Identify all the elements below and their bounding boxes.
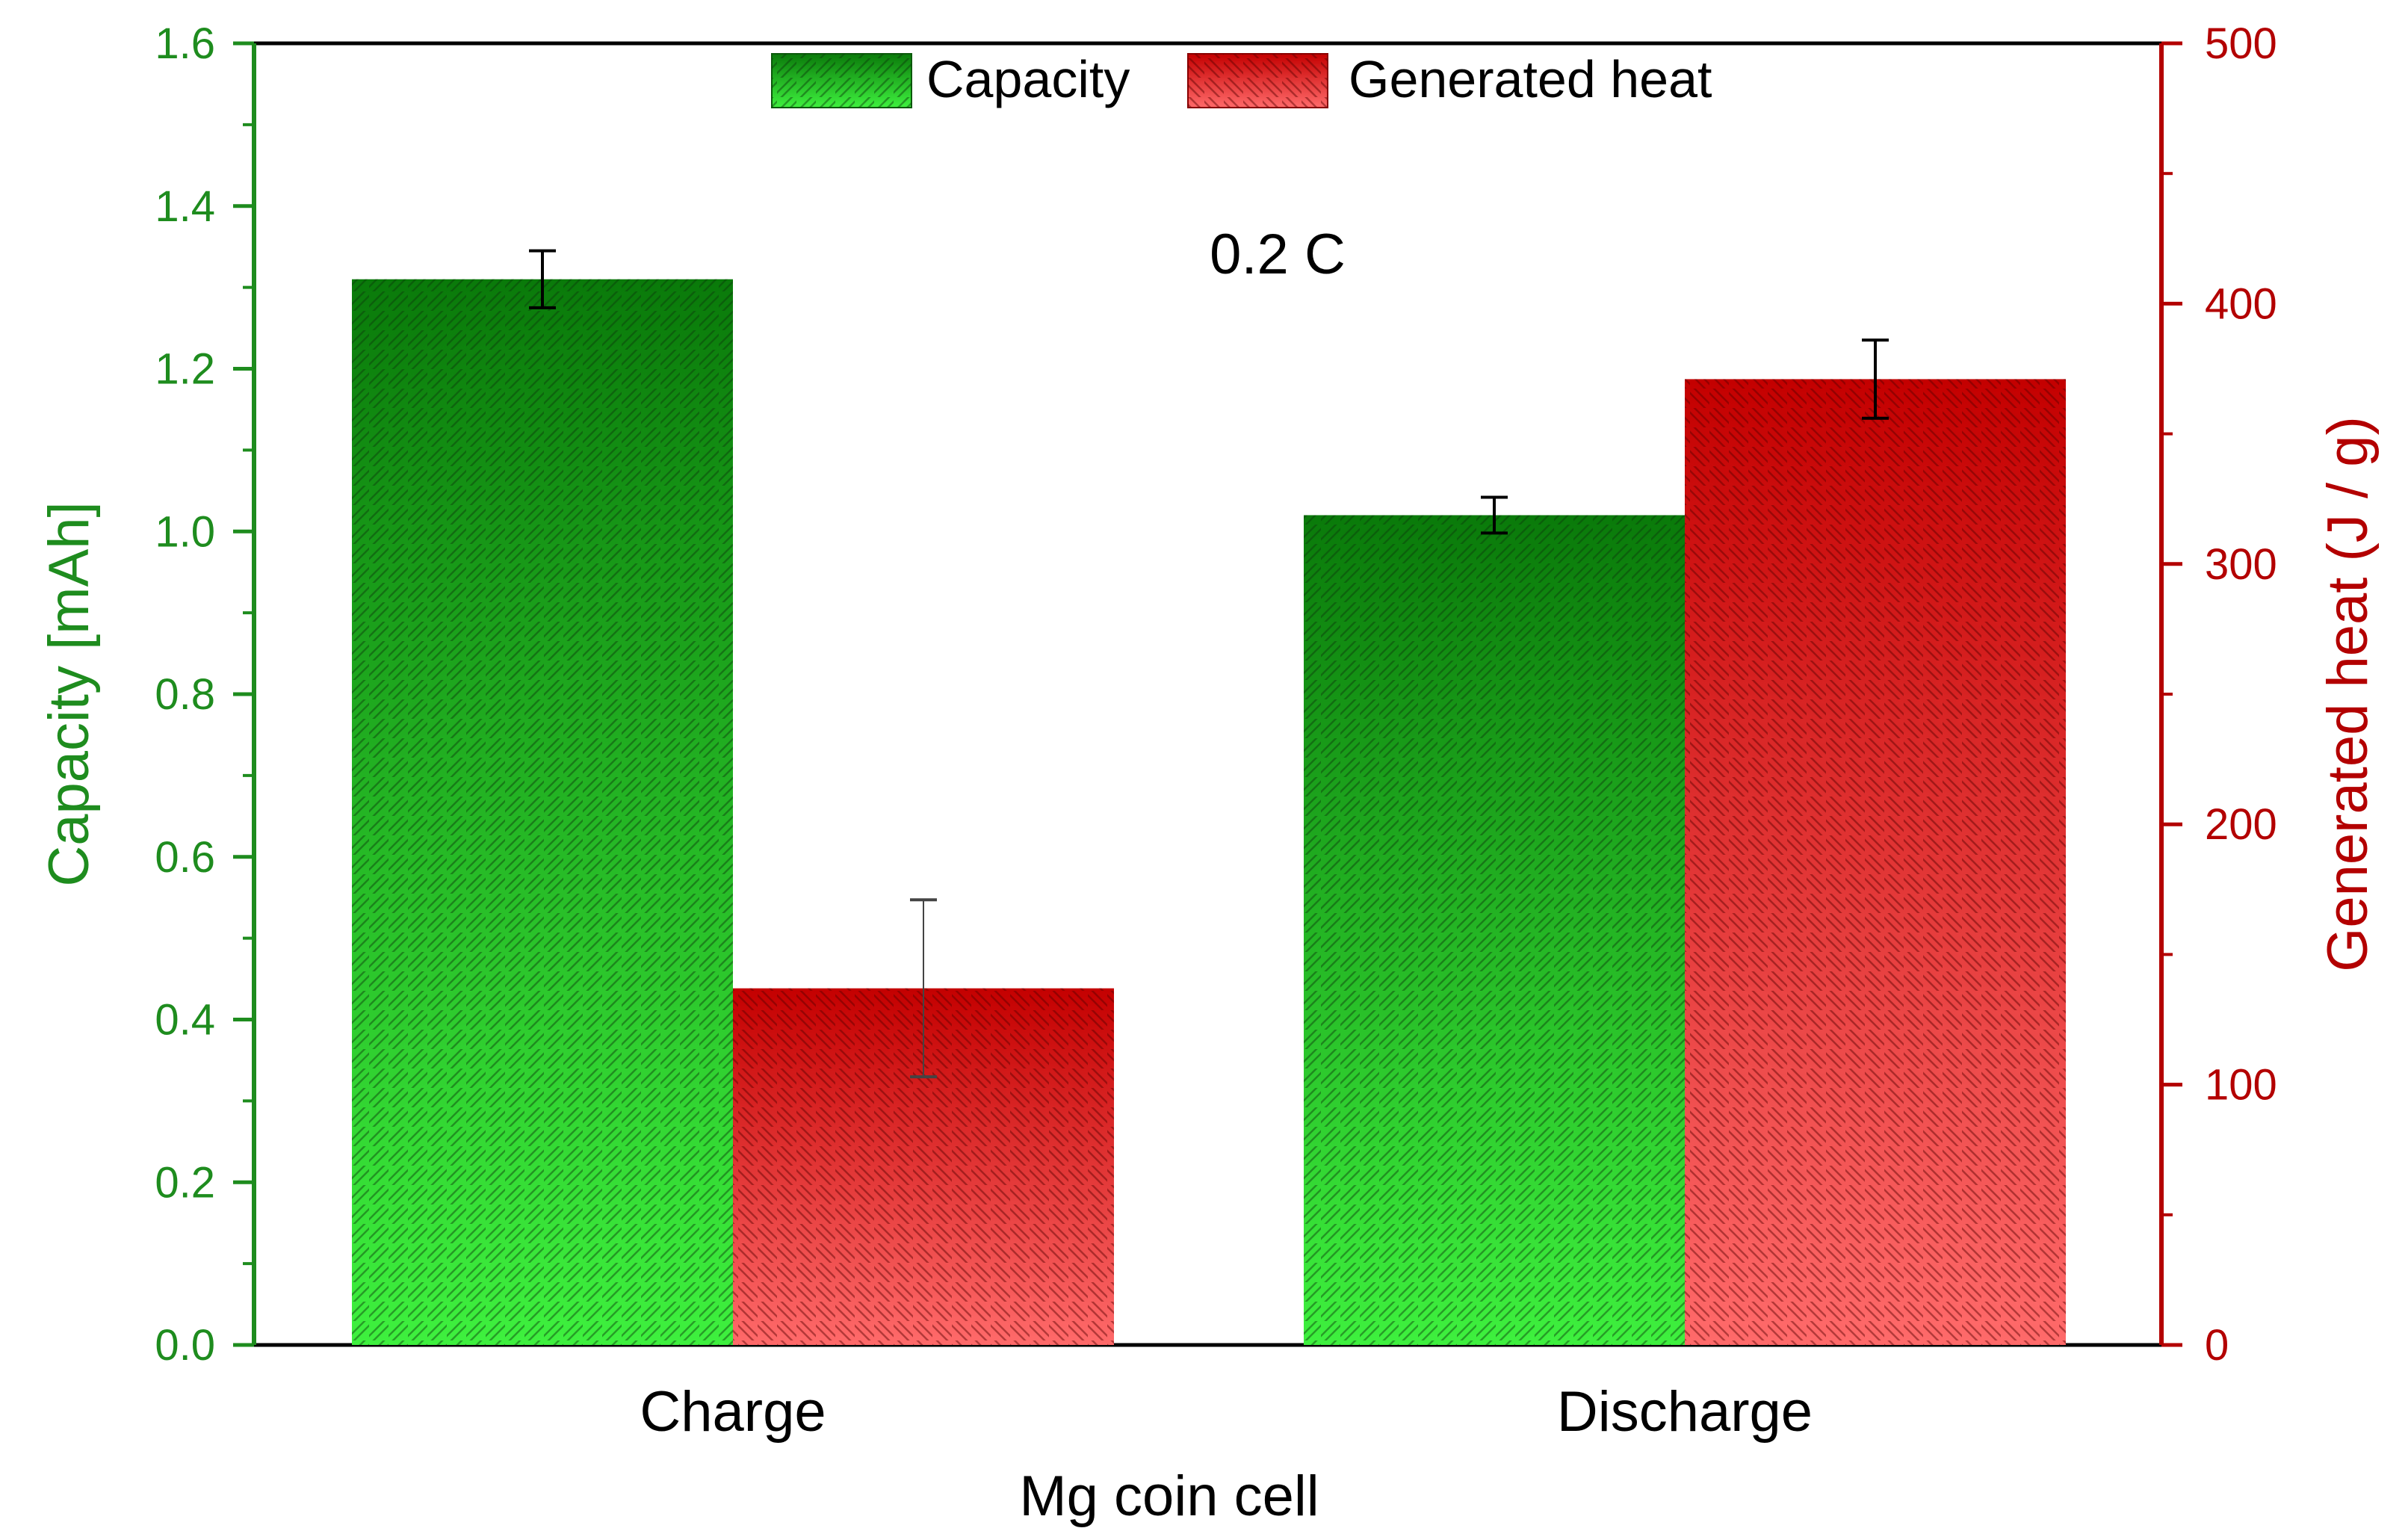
bar-hatch-generated-heat-discharge [1685, 379, 2066, 1345]
left-tick-label: 1.2 [155, 345, 215, 394]
left-tick-label: 0.8 [155, 670, 215, 719]
left-tick-label: 1.6 [155, 19, 215, 68]
right-tick-label: 300 [2205, 540, 2277, 589]
bar-hatch-capacity-discharge [1304, 515, 1685, 1345]
right-tick-label: 500 [2205, 19, 2277, 68]
left-tick-label: 0.2 [155, 1158, 215, 1207]
rate-annotation: 0.2 C [1210, 223, 1346, 286]
x-axis-title: Mg coin cell [1019, 1465, 1319, 1528]
legend-item-capacity: Capacity [771, 50, 1130, 108]
x-tick-label-charge: Charge [640, 1380, 826, 1444]
right-tick-label: 200 [2205, 800, 2277, 849]
left-axis-ticks: 0.0 0.2 0.4 0.6 0.8 1.0 1.2 1.4 1.6 [155, 19, 254, 1370]
bar-group [352, 279, 2066, 1345]
right-axis-ticks: 0 100 200 300 400 500 [2161, 19, 2277, 1370]
left-tick-label: 0.4 [155, 996, 215, 1045]
right-tick-label: 400 [2205, 279, 2277, 328]
errorbar-group [529, 249, 1889, 1079]
legend-swatch-capacity-hatch [772, 54, 911, 108]
x-tick-label-discharge: Discharge [1557, 1380, 1813, 1444]
right-tick-label: 100 [2205, 1061, 2277, 1110]
legend: Capacity Generated heat [771, 50, 1712, 108]
y-axis-title-left: Capacity [mAh] [37, 501, 101, 886]
left-tick-label: 0.0 [155, 1321, 215, 1370]
left-tick-label: 1.4 [155, 182, 215, 231]
bar-hatch-capacity-charge [352, 279, 733, 1345]
left-tick-label: 1.0 [155, 507, 215, 556]
legend-item-generated-heat: Generated heat [1187, 50, 1712, 108]
legend-label-capacity: Capacity [926, 50, 1130, 108]
left-tick-label: 0.6 [155, 833, 215, 882]
legend-swatch-heat-hatch [1188, 54, 1328, 108]
right-tick-label: 0 [2205, 1321, 2229, 1370]
legend-label-generated-heat: Generated heat [1349, 50, 1712, 108]
y-axis-title-right: Generated heat (J / g) [2316, 416, 2380, 972]
